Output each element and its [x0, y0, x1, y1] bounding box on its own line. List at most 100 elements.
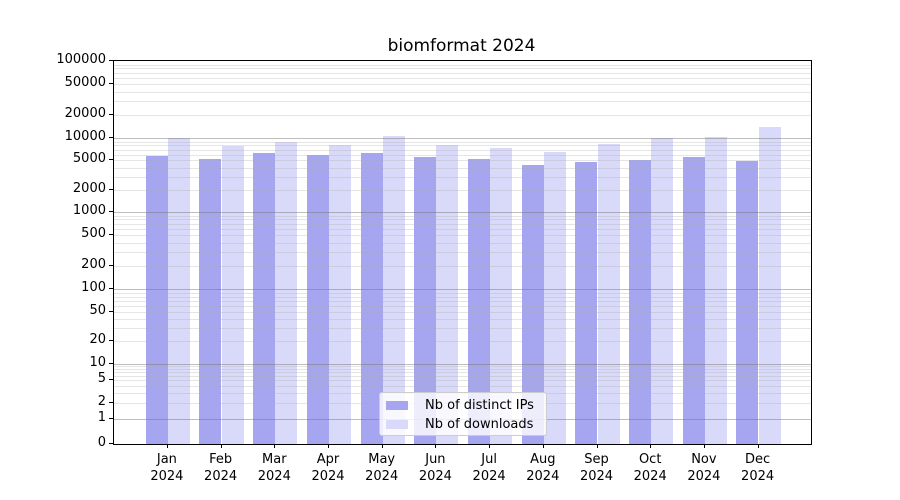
bar-downloads-oct [651, 138, 674, 444]
y-tick-mark [109, 211, 113, 212]
y-tick-label-200: 200 [81, 257, 106, 273]
y-tick-mark [109, 401, 113, 403]
bar-downloads-mar [275, 141, 298, 444]
x-tick-label-feb: Feb 2024 [204, 452, 238, 484]
minor-gridline [114, 72, 811, 74]
y-tick-mark [109, 60, 113, 61]
legend-row-downloads: Nb of downloads [386, 415, 546, 434]
x-tick-label-apr: Apr 2024 [311, 452, 345, 484]
minor-gridline [114, 229, 811, 231]
y-tick-label-20000: 20000 [64, 106, 106, 122]
bar-downloads-nov [704, 136, 727, 444]
bar-downloads-jul [490, 147, 513, 444]
legend: Nb of distinct IPs Nb of downloads [379, 392, 547, 436]
legend-label-downloads: Nb of downloads [425, 417, 534, 432]
y-tick-mark [109, 288, 113, 290]
minor-gridline [114, 78, 811, 80]
x-tick-label-sep: Sep 2024 [579, 452, 614, 484]
minor-gridline [114, 292, 811, 294]
x-tick-mark [489, 444, 491, 448]
minor-gridline [114, 385, 811, 387]
bar-ips-apr [306, 155, 329, 444]
x-tick-label-dec: Dec 2024 [741, 452, 775, 484]
x-tick-mark [166, 444, 168, 448]
y-tick-label-10: 10 [89, 354, 106, 370]
minor-gridline [114, 300, 811, 302]
bar-downloads-aug [543, 152, 566, 444]
major-gridline [114, 363, 811, 365]
x-tick-label-nov: Nov 2024 [687, 452, 721, 484]
minor-gridline [114, 189, 811, 191]
bar-ips-sep [575, 161, 598, 444]
legend-swatch-distinct-ips [386, 401, 408, 410]
y-tick-mark [109, 310, 113, 312]
minor-gridline [114, 91, 811, 93]
x-tick-mark [703, 444, 705, 448]
x-tick-mark [435, 444, 437, 448]
y-tick-mark [109, 340, 113, 342]
minor-gridline [114, 366, 811, 368]
x-tick-mark [757, 444, 759, 448]
y-tick-mark [109, 265, 113, 267]
minor-gridline [114, 215, 811, 217]
x-tick-mark [328, 444, 329, 448]
x-tick-mark [542, 444, 544, 448]
minor-gridline [114, 115, 811, 117]
x-tick-mark [220, 444, 222, 448]
minor-gridline [114, 311, 811, 313]
y-tick-mark [109, 443, 113, 445]
y-tick-label-1000: 1000 [72, 203, 106, 218]
x-tick-label-aug: Aug 2024 [526, 452, 560, 484]
minor-gridline [114, 266, 811, 268]
y-tick-label-1: 1 [97, 410, 106, 426]
y-tick-mark [109, 137, 113, 139]
bar-ips-jul [467, 159, 490, 444]
bar-ips-nov [682, 157, 705, 444]
y-tick-label-50: 50 [89, 302, 106, 318]
chart-title: biomformat 2024 [387, 36, 536, 56]
y-tick-mark [109, 362, 113, 364]
bar-ips-feb [199, 159, 222, 444]
y-tick-label-100: 100 [81, 280, 106, 296]
bar-downloads-jan [167, 138, 190, 444]
minor-gridline [114, 160, 811, 162]
y-tick-mark [109, 159, 113, 161]
plot-area: Nb of distinct IPs Nb of downloads [113, 60, 812, 445]
y-tick-label-2: 2 [97, 393, 106, 409]
legend-label-distinct-ips: Nb of distinct IPs [425, 398, 534, 413]
x-tick-label-oct: Oct 2024 [633, 452, 667, 484]
bar-downloads-sep [597, 143, 620, 444]
x-tick-label-jul: Jul 2024 [472, 452, 506, 484]
minor-gridline [114, 141, 811, 143]
y-tick-label-5: 5 [97, 371, 106, 387]
minor-gridline [114, 167, 811, 169]
minor-gridline [114, 372, 811, 374]
bar-ips-dec [736, 161, 759, 444]
major-gridline [114, 138, 811, 140]
x-tick-label-jan: Jan 2024 [150, 452, 184, 484]
y-tick-label-5000: 5000 [72, 151, 106, 167]
y-tick-mark [109, 418, 113, 420]
minor-gridline [114, 149, 811, 151]
bar-ips-may [360, 152, 383, 444]
minor-gridline [114, 145, 811, 147]
minor-gridline [114, 68, 811, 70]
minor-gridline [114, 305, 811, 307]
minor-gridline [114, 369, 811, 371]
minor-gridline [114, 242, 811, 244]
legend-row-distinct-ips: Nb of distinct IPs [386, 396, 546, 415]
grid-layer [114, 61, 811, 444]
y-tick-mark [109, 114, 113, 116]
y-tick-mark [109, 83, 113, 85]
y-tick-label-10000: 10000 [64, 129, 106, 145]
x-tick-mark [596, 444, 598, 448]
bar-downloads-dec [758, 127, 781, 444]
bar-ips-aug [521, 164, 544, 444]
y-tick-label-100000: 100000 [56, 52, 106, 67]
minor-gridline [114, 223, 811, 225]
minor-gridline [114, 84, 811, 86]
x-tick-mark [381, 444, 383, 448]
minor-gridline [114, 252, 811, 254]
y-tick-label-20: 20 [89, 332, 106, 348]
minor-gridline [114, 101, 811, 103]
